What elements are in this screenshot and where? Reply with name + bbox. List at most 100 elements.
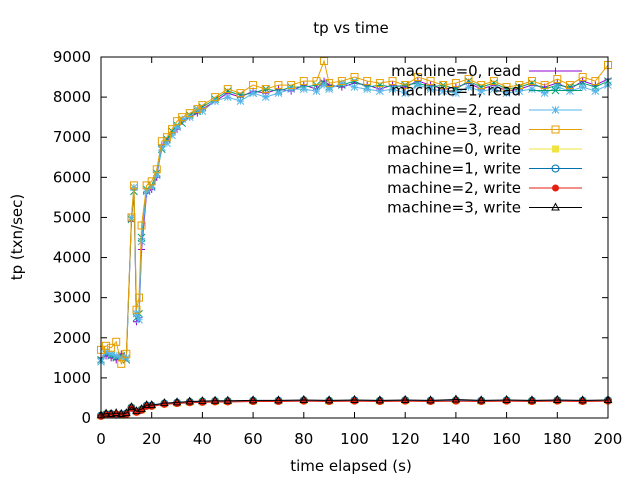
series-3: [97, 57, 612, 368]
data-point: [477, 87, 486, 95]
data-point: [578, 395, 587, 404]
data-point: [185, 396, 195, 405]
data-point: [107, 349, 115, 358]
y-axis-title: tp (txn/sec): [8, 194, 26, 280]
y-tick-label: 5000: [53, 208, 91, 226]
data-point: [101, 408, 111, 417]
data-point: [178, 115, 186, 124]
data-point: [312, 87, 321, 95]
data-point: [350, 394, 359, 403]
series-7: [96, 394, 613, 419]
y-tick-label: 2000: [53, 329, 91, 347]
data-point: [400, 394, 410, 403]
data-point: [111, 408, 121, 417]
data-point: [375, 395, 385, 404]
y-tick-label: 3000: [53, 289, 91, 307]
data-point: [350, 73, 359, 82]
chart-title: tp vs time: [313, 19, 389, 37]
data-point: [152, 171, 161, 180]
data-point: [102, 341, 111, 350]
x-tick-label: 100: [340, 430, 369, 448]
x-tick-label: 120: [391, 430, 420, 448]
data-point: [117, 359, 126, 368]
data-point: [236, 89, 245, 98]
data-point: [129, 181, 138, 190]
data-point: [375, 79, 384, 88]
data-point: [528, 85, 536, 93]
legend-marker: [552, 67, 559, 75]
y-tick-label: 9000: [53, 48, 91, 66]
legend-marker: [552, 184, 559, 192]
data-point: [426, 395, 435, 404]
x-tick-label: 40: [193, 430, 212, 448]
data-point: [527, 395, 537, 404]
data-point: [312, 81, 321, 89]
data-point: [337, 79, 346, 87]
x-axis-title: time elapsed (s): [290, 457, 412, 475]
x-tick-label: 160: [492, 430, 521, 448]
data-point: [106, 408, 116, 417]
data-point: [122, 408, 131, 417]
data-point: [439, 87, 448, 95]
data-point: [401, 81, 410, 90]
data-point: [540, 89, 549, 97]
legend-label: machine=1, read: [391, 82, 521, 100]
y-tick-label: 1000: [53, 369, 91, 387]
plot-area: [96, 57, 613, 420]
data-point: [578, 73, 587, 82]
legend-marker: [551, 202, 560, 211]
data-point: [167, 125, 176, 134]
data-point: [299, 77, 308, 86]
data-point: [274, 395, 283, 404]
data-point: [413, 73, 422, 82]
x-tick-label: 180: [543, 430, 572, 448]
data-point: [147, 400, 157, 409]
data-point: [249, 81, 258, 90]
x-tick-label: 140: [442, 430, 471, 448]
legend-label: machine=0, read: [391, 62, 521, 80]
data-point: [112, 351, 121, 360]
data-point: [223, 85, 232, 94]
legend-item: machine=2, write: [387, 179, 582, 197]
data-point: [163, 139, 171, 148]
data-point: [565, 81, 574, 90]
data-point: [552, 394, 562, 403]
data-point: [160, 398, 169, 407]
legend-item: machine=1, write: [387, 160, 582, 178]
data-point: [178, 113, 187, 122]
data-point: [107, 343, 116, 352]
data-point: [152, 165, 161, 174]
data-point: [132, 305, 141, 314]
data-point: [401, 89, 410, 97]
data-point: [210, 395, 220, 404]
legend-label: machine=0, write: [387, 140, 521, 158]
legend-label: machine=3, write: [387, 199, 521, 217]
legend: machine=0, read machine=1, read machine=2,…: [387, 62, 582, 217]
data-point: [464, 83, 473, 91]
data-point: [162, 133, 171, 142]
data-point: [168, 131, 176, 140]
series-line: [100, 399, 609, 416]
data-point: [502, 89, 511, 97]
series-line: [100, 59, 609, 366]
data-point: [193, 105, 202, 114]
x-tick-label: 200: [594, 430, 623, 448]
y-tick-label: 0: [81, 409, 91, 427]
legend-marker: [551, 125, 560, 134]
data-point: [236, 97, 245, 105]
data-point: [287, 85, 295, 93]
data-point: [223, 93, 232, 101]
data-point: [137, 404, 146, 413]
legend-label: machine=3, read: [391, 121, 521, 139]
data-point: [363, 85, 372, 93]
data-point: [137, 221, 146, 230]
data-point: [439, 81, 448, 90]
legend-item: machine=0, write: [387, 140, 582, 158]
data-point: [274, 81, 283, 90]
data-point: [116, 408, 126, 417]
data-point: [337, 77, 346, 86]
data-point: [122, 349, 131, 358]
x-tick-label: 20: [142, 430, 161, 448]
